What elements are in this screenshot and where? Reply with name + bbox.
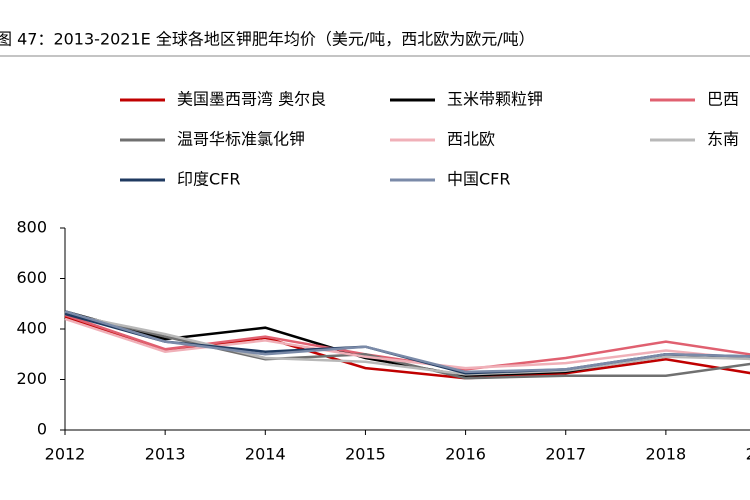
series-line	[64, 315, 750, 380]
x-tick-label: 2016	[445, 445, 486, 464]
x-tick-label: 2012	[45, 445, 86, 464]
chart-title: 图 47：2013-2021E 全球各地区钾肥年均价（美元/吨，西北欧为欧元/吨…	[0, 30, 535, 49]
legend-label: 温哥华标准氯化钾	[177, 130, 305, 149]
series-line	[64, 310, 750, 374]
y-tick-label: 200	[16, 369, 47, 388]
x-tick-label: 2013	[145, 445, 186, 464]
y-tick-label: 600	[16, 268, 47, 287]
x-tick-label: 2019	[746, 445, 750, 464]
series-line	[64, 311, 750, 380]
legend-label: 玉米带颗粒钾	[447, 90, 543, 109]
y-tick-label: 800	[16, 218, 47, 237]
x-tick-label: 2014	[245, 445, 286, 464]
legend-label: 中国CFR	[447, 170, 511, 189]
legend-label: 印度CFR	[177, 170, 241, 189]
legend-label: 西北欧	[447, 130, 495, 149]
legend-label: 巴西	[707, 90, 739, 109]
series-line	[64, 317, 750, 370]
y-tick-label: 0	[37, 420, 47, 439]
x-tick-label: 2017	[545, 445, 586, 464]
y-tick-label: 400	[16, 319, 47, 338]
series-line	[64, 312, 750, 376]
legend-label: 美国墨西哥湾 奥尔良	[177, 90, 326, 109]
x-tick-label: 2015	[345, 445, 386, 464]
x-tick-label: 2018	[646, 445, 687, 464]
legend-label: 东南	[707, 130, 739, 149]
